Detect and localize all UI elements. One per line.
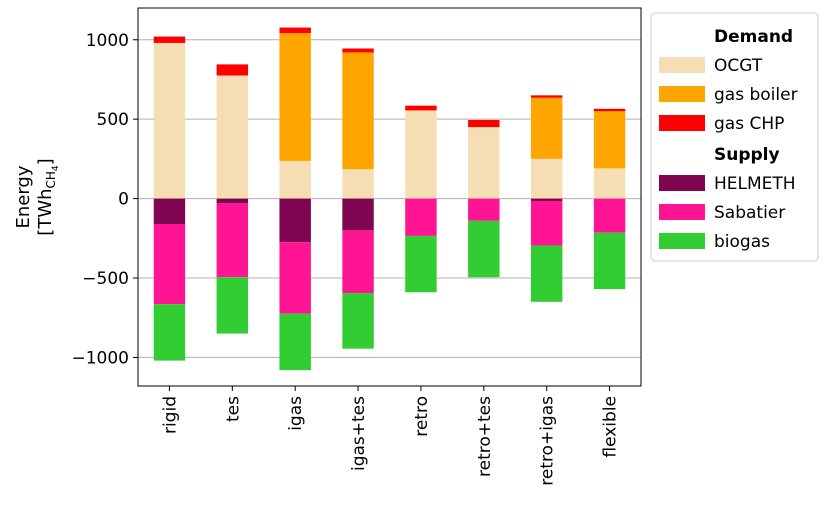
y-tick-label-0: 1000 [86, 31, 129, 51]
legend-frame [650, 12, 819, 262]
bar-gas_chp-flexible [593, 108, 626, 112]
bar-ocgt-retro+tes [468, 127, 500, 199]
bar-helmeth-retro+igas [530, 198, 563, 201]
bar-ocgt-flexible [593, 168, 626, 199]
legend-swatch-gas-boiler [659, 86, 705, 102]
bar-gas_chp-igas+tes [342, 48, 374, 53]
legend-label-ocgt: OCGT [714, 56, 763, 76]
legend-label-gas-chp: gas CHP [714, 114, 784, 134]
x-axis: rigid tes igas igas+tes retro retro+tes retro+… [160, 386, 621, 486]
bar-gas_boiler-igas+tes [342, 52, 374, 170]
bar-ocgt-igas+tes [342, 169, 374, 199]
x-tick-label-0: rigid [160, 396, 180, 434]
bar-gas_chp-retro+igas [530, 95, 563, 98]
bar-biogas-igas+tes [342, 293, 374, 349]
x-tick-label-3: igas+tes [349, 396, 369, 471]
bar-biogas-flexible [593, 232, 626, 290]
bar-gas_chp-retro+tes [468, 119, 500, 128]
legend-label-helmeth: HELMETH [714, 174, 796, 194]
legend-swatch-sabatier [659, 204, 705, 220]
bar-gas_chp-rigid [153, 36, 186, 43]
bar-biogas-retro [405, 235, 437, 293]
legend-swatch-biogas [659, 233, 705, 249]
bar-ocgt-retro+igas [530, 158, 563, 199]
y-tick-label-2: 0 [118, 190, 129, 210]
bar-gas_chp-igas [279, 27, 311, 34]
bar-helmeth-igas [279, 198, 311, 243]
legend-label-biogas: biogas [714, 232, 770, 252]
x-tick-label-6: retro+igas [538, 396, 558, 486]
bar-biogas-retro+tes [468, 220, 500, 278]
legend-swatch-ocgt [659, 57, 705, 73]
x-tick-label-5: retro+tes [475, 396, 495, 477]
bar-gas_chp-tes [216, 64, 249, 76]
bar-biogas-tes [216, 277, 249, 334]
bar-biogas-retro+igas [530, 245, 563, 302]
bar-gas_boiler-igas [279, 33, 311, 161]
bar-helmeth-tes [216, 198, 249, 204]
y-axis-label-line2: [TWhCH4] [35, 158, 61, 235]
bar-sabatier-tes [216, 203, 249, 278]
bar-gas_boiler-retro+igas [530, 97, 563, 159]
plot-frame [137, 7, 642, 387]
bar-ocgt-tes [216, 75, 249, 199]
legend-label-gas-boiler: gas boiler [714, 85, 798, 105]
bar-biogas-rigid [153, 304, 186, 361]
y-tick-label-1: 500 [97, 110, 129, 130]
y-tick-label-4: −1000 [71, 348, 129, 368]
y-axis: 1000 500 0 −500 −1000 [71, 31, 138, 368]
bar-biogas-igas [279, 313, 311, 371]
x-tick-label-4: retro [412, 396, 432, 437]
y-axis-label-line1: Energy [13, 165, 34, 228]
bar-sabatier-igas [279, 242, 311, 314]
bar-ocgt-igas [279, 160, 311, 199]
legend-swatch-helmeth [659, 175, 705, 191]
x-tick-label-7: flexible [601, 396, 621, 458]
bar-ocgt-retro [405, 110, 437, 199]
bar-sabatier-retro+tes [468, 198, 500, 221]
bar-sabatier-rigid [153, 224, 186, 305]
bars [153, 27, 626, 371]
bar-ocgt-rigid [153, 42, 186, 199]
x-tick-label-2: igas [286, 396, 306, 431]
bar-sabatier-retro [405, 198, 437, 236]
y-tick-label-3: −500 [82, 269, 129, 289]
bar-sabatier-igas+tes [342, 230, 374, 294]
legend-swatch-gas-chp [659, 115, 705, 131]
legend-label-sabatier: Sabatier [714, 203, 785, 223]
bar-gas_chp-retro [405, 105, 437, 111]
legend: Demand OCGT gas boiler gas CHP Supply HE… [650, 12, 819, 262]
grid-lines [138, 39, 641, 358]
bar-sabatier-retro+igas [530, 200, 563, 246]
legend-heading-demand: Demand [714, 27, 793, 47]
bar-helmeth-rigid [153, 198, 186, 224]
legend-heading-supply: Supply [714, 145, 780, 165]
y-axis-label: Energy [TWhCH4] [13, 158, 61, 235]
bar-sabatier-flexible [593, 198, 626, 233]
x-tick-label-1: tes [223, 396, 243, 422]
bar-gas_boiler-flexible [593, 111, 626, 169]
bar-helmeth-igas+tes [342, 198, 374, 231]
